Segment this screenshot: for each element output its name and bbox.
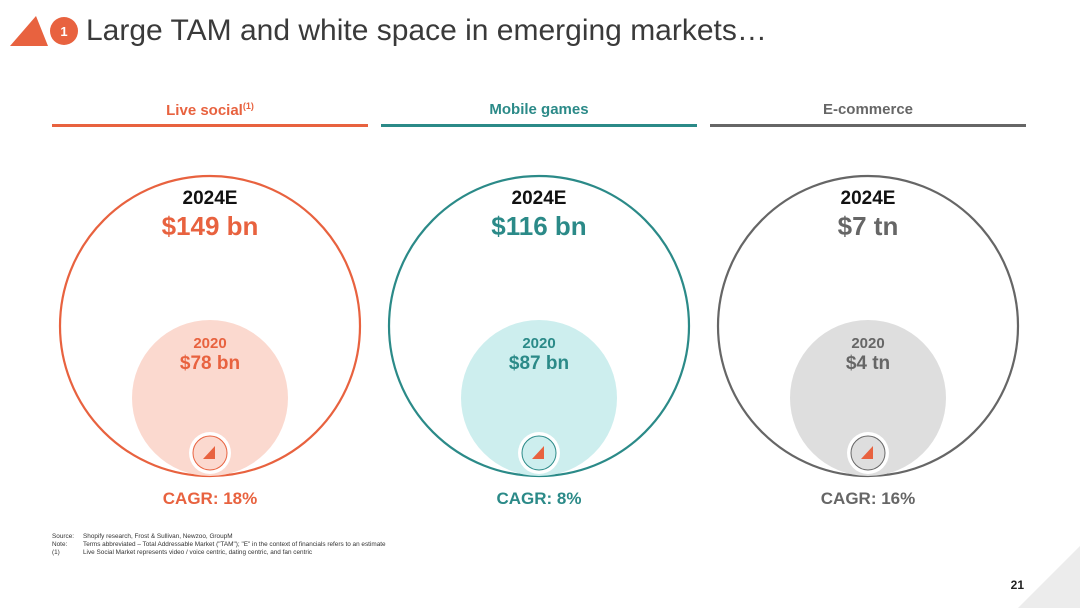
footnote-source: Source: Shopify research, Frost & Sulliva… [52,533,233,540]
bubble-2020-mobile-games [461,320,617,476]
logo-triangle-icon [861,446,873,459]
page-corner-decoration [1018,546,1080,608]
value-2020-mobile-games: $87 bn [508,353,570,374]
column-header-mobile-games: Mobile games [381,101,697,118]
footnote-1: (1) Live Social Market represents video /… [52,549,313,556]
column-underline [381,124,697,127]
column-header-label: Live social [166,102,243,119]
column-underline [710,124,1026,127]
page-number: 21 [1010,578,1024,592]
column-header-live-social: Live social(1) [52,101,368,119]
logo-triangle-icon [532,446,544,459]
year-2020-label-live-social: 2020 [193,335,227,352]
year-2024-label-mobile-games: 2024E [511,188,567,209]
logo-triangle-icon [10,16,48,46]
column-header-e-commerce: E-commerce [710,101,1026,118]
value-2024-e-commerce: $7 tn [837,211,899,241]
section-number: 1 [60,24,67,39]
year-2020-label-e-commerce: 2020 [851,335,885,352]
year-2024-label-e-commerce: 2024E [840,188,896,209]
cagr-mobile-games: CAGR: 8% [496,489,582,508]
company-logo: 1 [10,16,78,46]
bubble-2020-e-commerce [790,320,946,476]
cagr-live-social: CAGR: 18% [162,489,258,508]
column-header-label: E-commerce [822,101,914,118]
year-2024-label-live-social: 2024E [182,188,238,209]
cagr-e-commerce: CAGR: 16% [820,489,916,508]
footnote-note: Note: Terms abbreviated – Total Addressab… [52,541,386,548]
footnote-marker: (1) [242,101,254,111]
footnotes: Source: Shopify research, Frost & Sulliva… [52,533,386,557]
year-2020-label-mobile-games: 2020 [522,335,556,352]
page-title: Large TAM and white space in emerging ma… [86,14,767,47]
value-2020-live-social: $78 bn [179,353,241,374]
column-header-label: Mobile games [489,101,589,118]
section-badge [50,17,78,45]
column-underline [52,124,368,127]
value-2020-e-commerce: $4 tn [845,353,891,374]
value-2024-mobile-games: $116 bn [491,211,587,241]
bubble-2020-live-social [132,320,288,476]
logo-triangle-icon [203,446,215,459]
value-2024-live-social: $149 bn [161,211,259,241]
